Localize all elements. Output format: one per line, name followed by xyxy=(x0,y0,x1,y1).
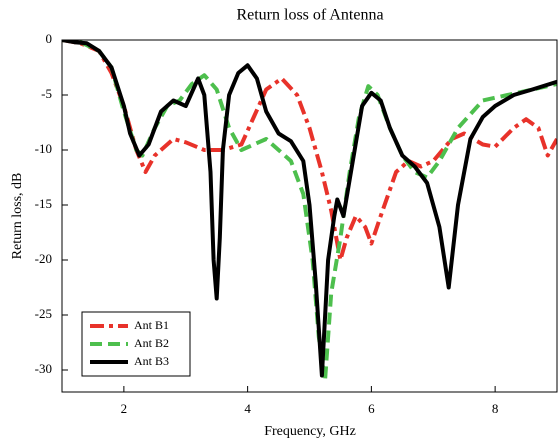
legend-label: Ant B1 xyxy=(134,318,169,332)
y-axis-label: Return loss, dB xyxy=(10,173,25,260)
x-tick-label: 6 xyxy=(368,401,375,416)
y-tick-label: -15 xyxy=(35,196,52,211)
x-tick-label: 2 xyxy=(121,401,128,416)
plot-lines xyxy=(62,40,557,383)
x-tick-label: 4 xyxy=(244,401,251,416)
y-tick-label: -25 xyxy=(35,306,52,321)
y-tick-label: -20 xyxy=(35,251,52,266)
chart-title: Return loss of Antenna xyxy=(236,7,383,24)
series-line xyxy=(62,40,557,378)
y-tick-label: -10 xyxy=(35,141,52,156)
y-tick-label: -30 xyxy=(35,361,52,376)
legend-label: Ant B3 xyxy=(134,354,169,368)
x-axis-label: Frequency, GHz xyxy=(264,424,356,439)
y-tick-label: 0 xyxy=(46,31,53,46)
plot-frame xyxy=(61,39,558,393)
legend-label: Ant B2 xyxy=(134,336,169,350)
series-line xyxy=(62,40,557,262)
x-tick-label: 8 xyxy=(492,401,499,416)
y-tick-label: -5 xyxy=(41,86,52,101)
